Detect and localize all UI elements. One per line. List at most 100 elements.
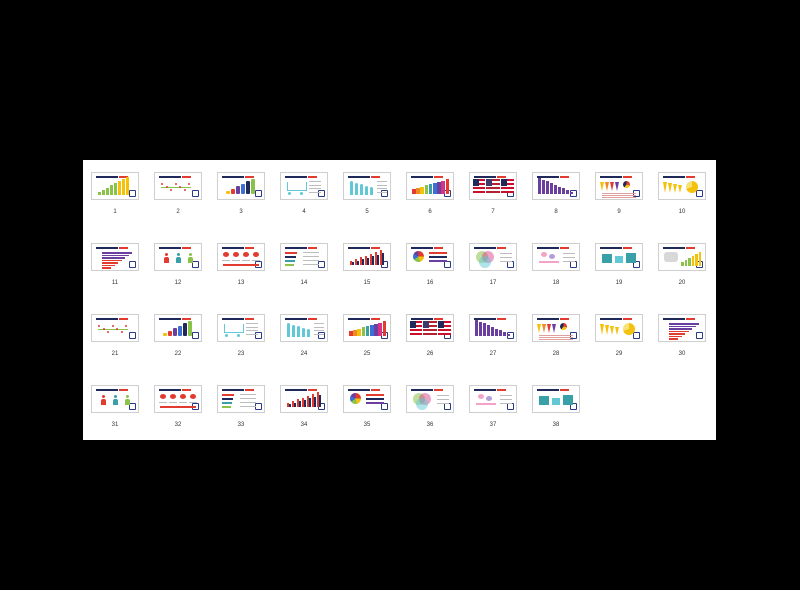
slide-preview[interactable] <box>343 314 391 342</box>
slide-preview[interactable] <box>280 243 328 271</box>
slide-thumbnail-34[interactable]: 34 <box>280 385 330 433</box>
slide-preview[interactable] <box>91 243 139 271</box>
slide-thumbnail-38[interactable]: 38 <box>532 385 582 433</box>
slide-preview[interactable] <box>406 243 454 271</box>
slide-thumbnail-19[interactable]: 19 <box>595 243 645 291</box>
cone-shape <box>547 324 551 333</box>
slide-preview[interactable] <box>343 172 391 200</box>
slide-preview[interactable] <box>658 314 706 342</box>
thumb-title-bar <box>537 176 569 178</box>
slide-preview[interactable] <box>217 385 265 413</box>
slide-thumbnail-3[interactable]: 3 <box>217 172 267 220</box>
slide-thumbnail-22[interactable]: 22 <box>154 314 204 362</box>
slide-preview[interactable] <box>595 314 643 342</box>
slide-preview[interactable] <box>658 172 706 200</box>
slide-preview[interactable] <box>280 314 328 342</box>
slide-thumbnail-5[interactable]: 5 <box>343 172 393 220</box>
slide-preview[interactable] <box>280 172 328 200</box>
chart-bar <box>445 179 450 194</box>
slide-thumbnail-26[interactable]: 26 <box>406 314 456 362</box>
slide-thumbnail-21[interactable]: 21 <box>91 314 141 362</box>
slide-thumbnail-15[interactable]: 15 <box>343 243 393 291</box>
slide-preview[interactable] <box>217 172 265 200</box>
slide-thumbnail-29[interactable]: 29 <box>595 314 645 362</box>
chart-bar <box>503 331 506 336</box>
bulb-bar <box>365 185 368 195</box>
legend-bar <box>429 252 447 254</box>
slide-preview[interactable] <box>154 243 202 271</box>
slide-number: 34 <box>300 422 308 428</box>
slide-preview[interactable] <box>91 314 139 342</box>
slide-preview[interactable] <box>217 243 265 271</box>
slide-thumbnail-33[interactable]: 33 <box>217 385 267 433</box>
slide-thumbnail-12[interactable]: 12 <box>154 243 204 291</box>
slide-preview[interactable] <box>469 172 517 200</box>
slide-number: 27 <box>489 351 497 357</box>
chart-bar <box>222 406 231 408</box>
slide-preview[interactable] <box>532 243 580 271</box>
slide-preview[interactable] <box>532 172 580 200</box>
slide-thumbnail-30[interactable]: 30 <box>658 314 708 362</box>
thumb-title-bar <box>348 389 380 391</box>
chart-bar <box>441 180 445 194</box>
chart-bar <box>304 399 306 407</box>
chart-bar <box>375 252 377 265</box>
slide-preview[interactable] <box>469 385 517 413</box>
slide-thumbnail-16[interactable]: 16 <box>406 243 456 291</box>
slide-thumbnail-28[interactable]: 28 <box>532 314 582 362</box>
text-line <box>437 403 449 404</box>
slide-thumbnail-32[interactable]: 32 <box>154 385 204 433</box>
slide-thumbnail-11[interactable]: 11 <box>91 243 141 291</box>
slide-preview[interactable] <box>532 314 580 342</box>
slide-thumbnail-31[interactable]: 31 <box>91 385 141 433</box>
slide-thumbnail-13[interactable]: 13 <box>217 243 267 291</box>
slide-thumbnail-8[interactable]: 8 <box>532 172 582 220</box>
slide-preview[interactable] <box>658 243 706 271</box>
slide-thumbnail-2[interactable]: 2 <box>154 172 204 220</box>
slide-preview[interactable] <box>154 385 202 413</box>
slide-thumbnail-20[interactable]: 20 <box>658 243 708 291</box>
slide-preview[interactable] <box>532 385 580 413</box>
logo-icon <box>507 403 514 410</box>
slide-preview[interactable] <box>154 172 202 200</box>
slide-thumbnail-9[interactable]: 9 <box>595 172 645 220</box>
slide-preview[interactable] <box>343 385 391 413</box>
slide-thumbnail-10[interactable]: 10 <box>658 172 708 220</box>
text-line <box>309 184 321 186</box>
slide-thumbnail-6[interactable]: 6 <box>406 172 456 220</box>
slide-preview[interactable] <box>154 314 202 342</box>
slide-thumbnail-25[interactable]: 25 <box>343 314 393 362</box>
slide-thumbnail-23[interactable]: 23 <box>217 314 267 362</box>
slide-preview[interactable] <box>91 385 139 413</box>
chart-bar <box>353 329 357 336</box>
slide-thumbnail-18[interactable]: 18 <box>532 243 582 291</box>
slide-preview[interactable] <box>91 172 139 200</box>
slide-preview[interactable] <box>217 314 265 342</box>
slide-thumbnail-35[interactable]: 35 <box>343 385 393 433</box>
slide-preview[interactable] <box>280 385 328 413</box>
slide-thumbnail-27[interactable]: 27 <box>469 314 519 362</box>
slide-preview[interactable] <box>406 172 454 200</box>
slide-number: 6 <box>428 209 432 215</box>
slide-thumbnail-37[interactable]: 37 <box>469 385 519 433</box>
chart-bar <box>285 252 297 254</box>
chart-bar <box>302 397 304 407</box>
slide-thumbnail-7[interactable]: 7 <box>469 172 519 220</box>
slide-thumbnail-36[interactable]: 36 <box>406 385 456 433</box>
slide-thumbnail-17[interactable]: 17 <box>469 243 519 291</box>
slide-preview[interactable] <box>469 243 517 271</box>
slide-preview[interactable] <box>595 243 643 271</box>
slide-thumbnail-14[interactable]: 14 <box>280 243 330 291</box>
text-line <box>242 260 250 261</box>
chart-bar <box>319 395 321 407</box>
slide-preview[interactable] <box>595 172 643 200</box>
chart-bar <box>562 188 565 194</box>
slide-preview[interactable] <box>406 385 454 413</box>
slide-thumbnail-24[interactable]: 24 <box>280 314 330 362</box>
chart-bar <box>349 331 353 336</box>
slide-thumbnail-4[interactable]: 4 <box>280 172 330 220</box>
slide-preview[interactable] <box>469 314 517 342</box>
slide-preview[interactable] <box>406 314 454 342</box>
slide-preview[interactable] <box>343 243 391 271</box>
slide-thumbnail-1[interactable]: 1 <box>91 172 141 220</box>
